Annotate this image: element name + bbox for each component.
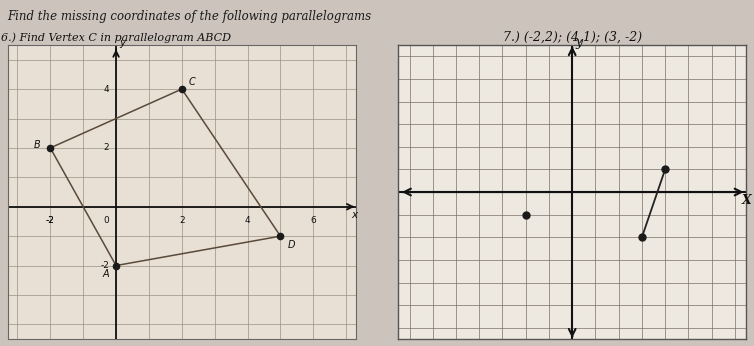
Text: 4: 4 — [104, 84, 109, 94]
Text: D: D — [288, 240, 296, 250]
Text: 0: 0 — [104, 216, 109, 225]
Text: C: C — [188, 77, 195, 87]
Text: 6: 6 — [311, 216, 316, 225]
Text: y: y — [120, 38, 126, 48]
Text: 2: 2 — [179, 216, 185, 225]
Text: x: x — [351, 210, 357, 220]
Text: -2: -2 — [46, 216, 55, 225]
Text: Find the missing coordinates of the following parallelograms: Find the missing coordinates of the foll… — [8, 10, 372, 24]
Text: X: X — [742, 194, 751, 208]
Text: 2: 2 — [104, 143, 109, 153]
Text: A: A — [103, 270, 109, 279]
Text: B: B — [34, 140, 41, 150]
Text: -2: -2 — [100, 261, 109, 270]
Text: 4: 4 — [245, 216, 250, 225]
Text: y: y — [575, 36, 583, 49]
Title: 7.) (-2,2); (4,1); (3, -2): 7.) (-2,2); (4,1); (3, -2) — [503, 31, 642, 44]
Text: 6.) Find Vertex C in parallelogram ABCD: 6.) Find Vertex C in parallelogram ABCD — [1, 32, 231, 43]
Text: -2: -2 — [46, 216, 55, 225]
